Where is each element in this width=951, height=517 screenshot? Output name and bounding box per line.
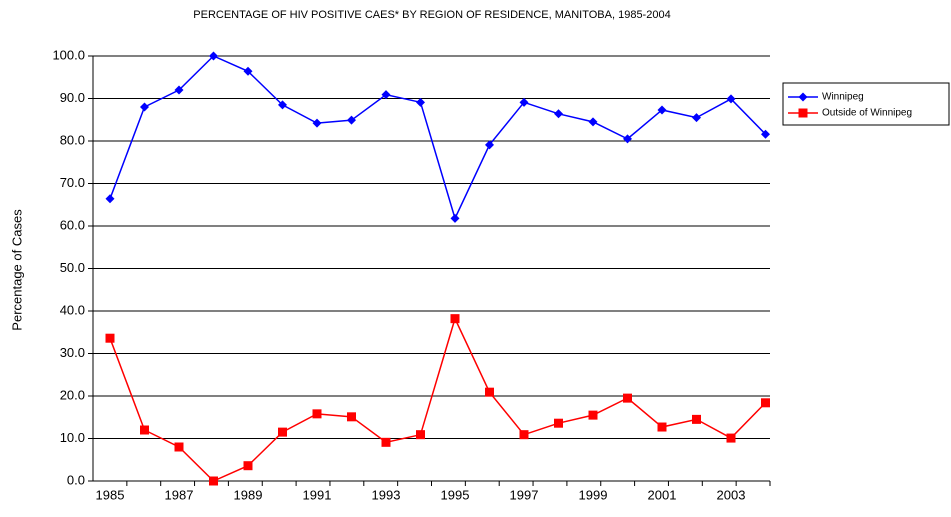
data-point — [726, 433, 736, 443]
data-point — [554, 418, 563, 428]
x-tick-label: 2003 — [717, 487, 746, 502]
data-point — [588, 410, 598, 420]
legend-marker — [798, 108, 808, 118]
data-point — [174, 85, 184, 95]
y-tick-label: 10.0 — [60, 430, 85, 445]
legend-marker — [798, 92, 808, 102]
data-point — [381, 437, 391, 447]
x-tick-label: 1997 — [510, 487, 539, 502]
data-point — [140, 102, 149, 112]
data-point — [278, 100, 287, 110]
data-point — [657, 105, 667, 115]
data-point — [657, 422, 667, 432]
data-point — [347, 115, 356, 125]
y-tick-label: 100.0 — [52, 47, 85, 62]
x-tick-label: 1995 — [441, 487, 470, 502]
data-point — [347, 412, 356, 422]
data-point — [243, 66, 253, 76]
data-point — [692, 113, 701, 123]
data-point — [105, 333, 115, 343]
data-point — [485, 140, 494, 150]
data-point — [761, 129, 770, 139]
series-line — [109, 316, 767, 482]
x-tick-label: 1989 — [234, 487, 263, 502]
y-tick-label: 30.0 — [60, 345, 85, 360]
data-point — [554, 109, 563, 119]
data-point — [140, 425, 149, 435]
data-point — [209, 51, 218, 61]
data-point — [450, 314, 460, 324]
data-point — [761, 398, 770, 408]
x-tick-label: 1993 — [372, 487, 401, 502]
x-tick-label: 1991 — [303, 487, 332, 502]
data-point — [726, 94, 736, 104]
data-point — [278, 427, 287, 437]
y-axis-title: Percentage of Cases — [9, 209, 24, 331]
data-point — [485, 387, 494, 397]
legend-box — [782, 82, 950, 126]
data-point — [588, 117, 598, 127]
series-line — [109, 55, 767, 221]
y-tick-label: 20.0 — [60, 387, 85, 402]
data-point — [312, 409, 322, 419]
data-point — [416, 430, 425, 440]
data-point — [519, 430, 529, 440]
y-tick-label: 0.0 — [67, 472, 85, 487]
x-tick-label: 1985 — [96, 487, 125, 502]
legend-text: Outside of Winnipeg — [822, 108, 912, 119]
data-point — [243, 461, 253, 471]
data-point — [105, 194, 115, 204]
data-point — [174, 442, 184, 452]
y-tick-label: 90.0 — [60, 90, 85, 105]
x-tick-label: 2001 — [648, 487, 677, 502]
y-tick-label: 80.0 — [60, 132, 85, 147]
data-point — [692, 414, 701, 424]
data-point — [209, 476, 218, 486]
data-point — [381, 90, 391, 100]
data-point — [450, 213, 460, 223]
chart-title: PERCENTAGE OF HIV POSITIVE CAES* BY REGI… — [193, 9, 670, 21]
legend-text: Winnipeg — [822, 92, 864, 103]
data-point — [416, 97, 425, 107]
x-tick-label: 1999 — [579, 487, 608, 502]
y-tick-label: 50.0 — [60, 260, 85, 275]
y-tick-label: 40.0 — [60, 302, 85, 317]
data-point — [623, 134, 632, 144]
data-point — [519, 97, 529, 107]
data-point — [623, 393, 632, 403]
y-tick-label: 60.0 — [60, 217, 85, 232]
y-tick-label: 70.0 — [60, 175, 85, 190]
x-tick-label: 1987 — [165, 487, 194, 502]
data-point — [312, 118, 322, 128]
